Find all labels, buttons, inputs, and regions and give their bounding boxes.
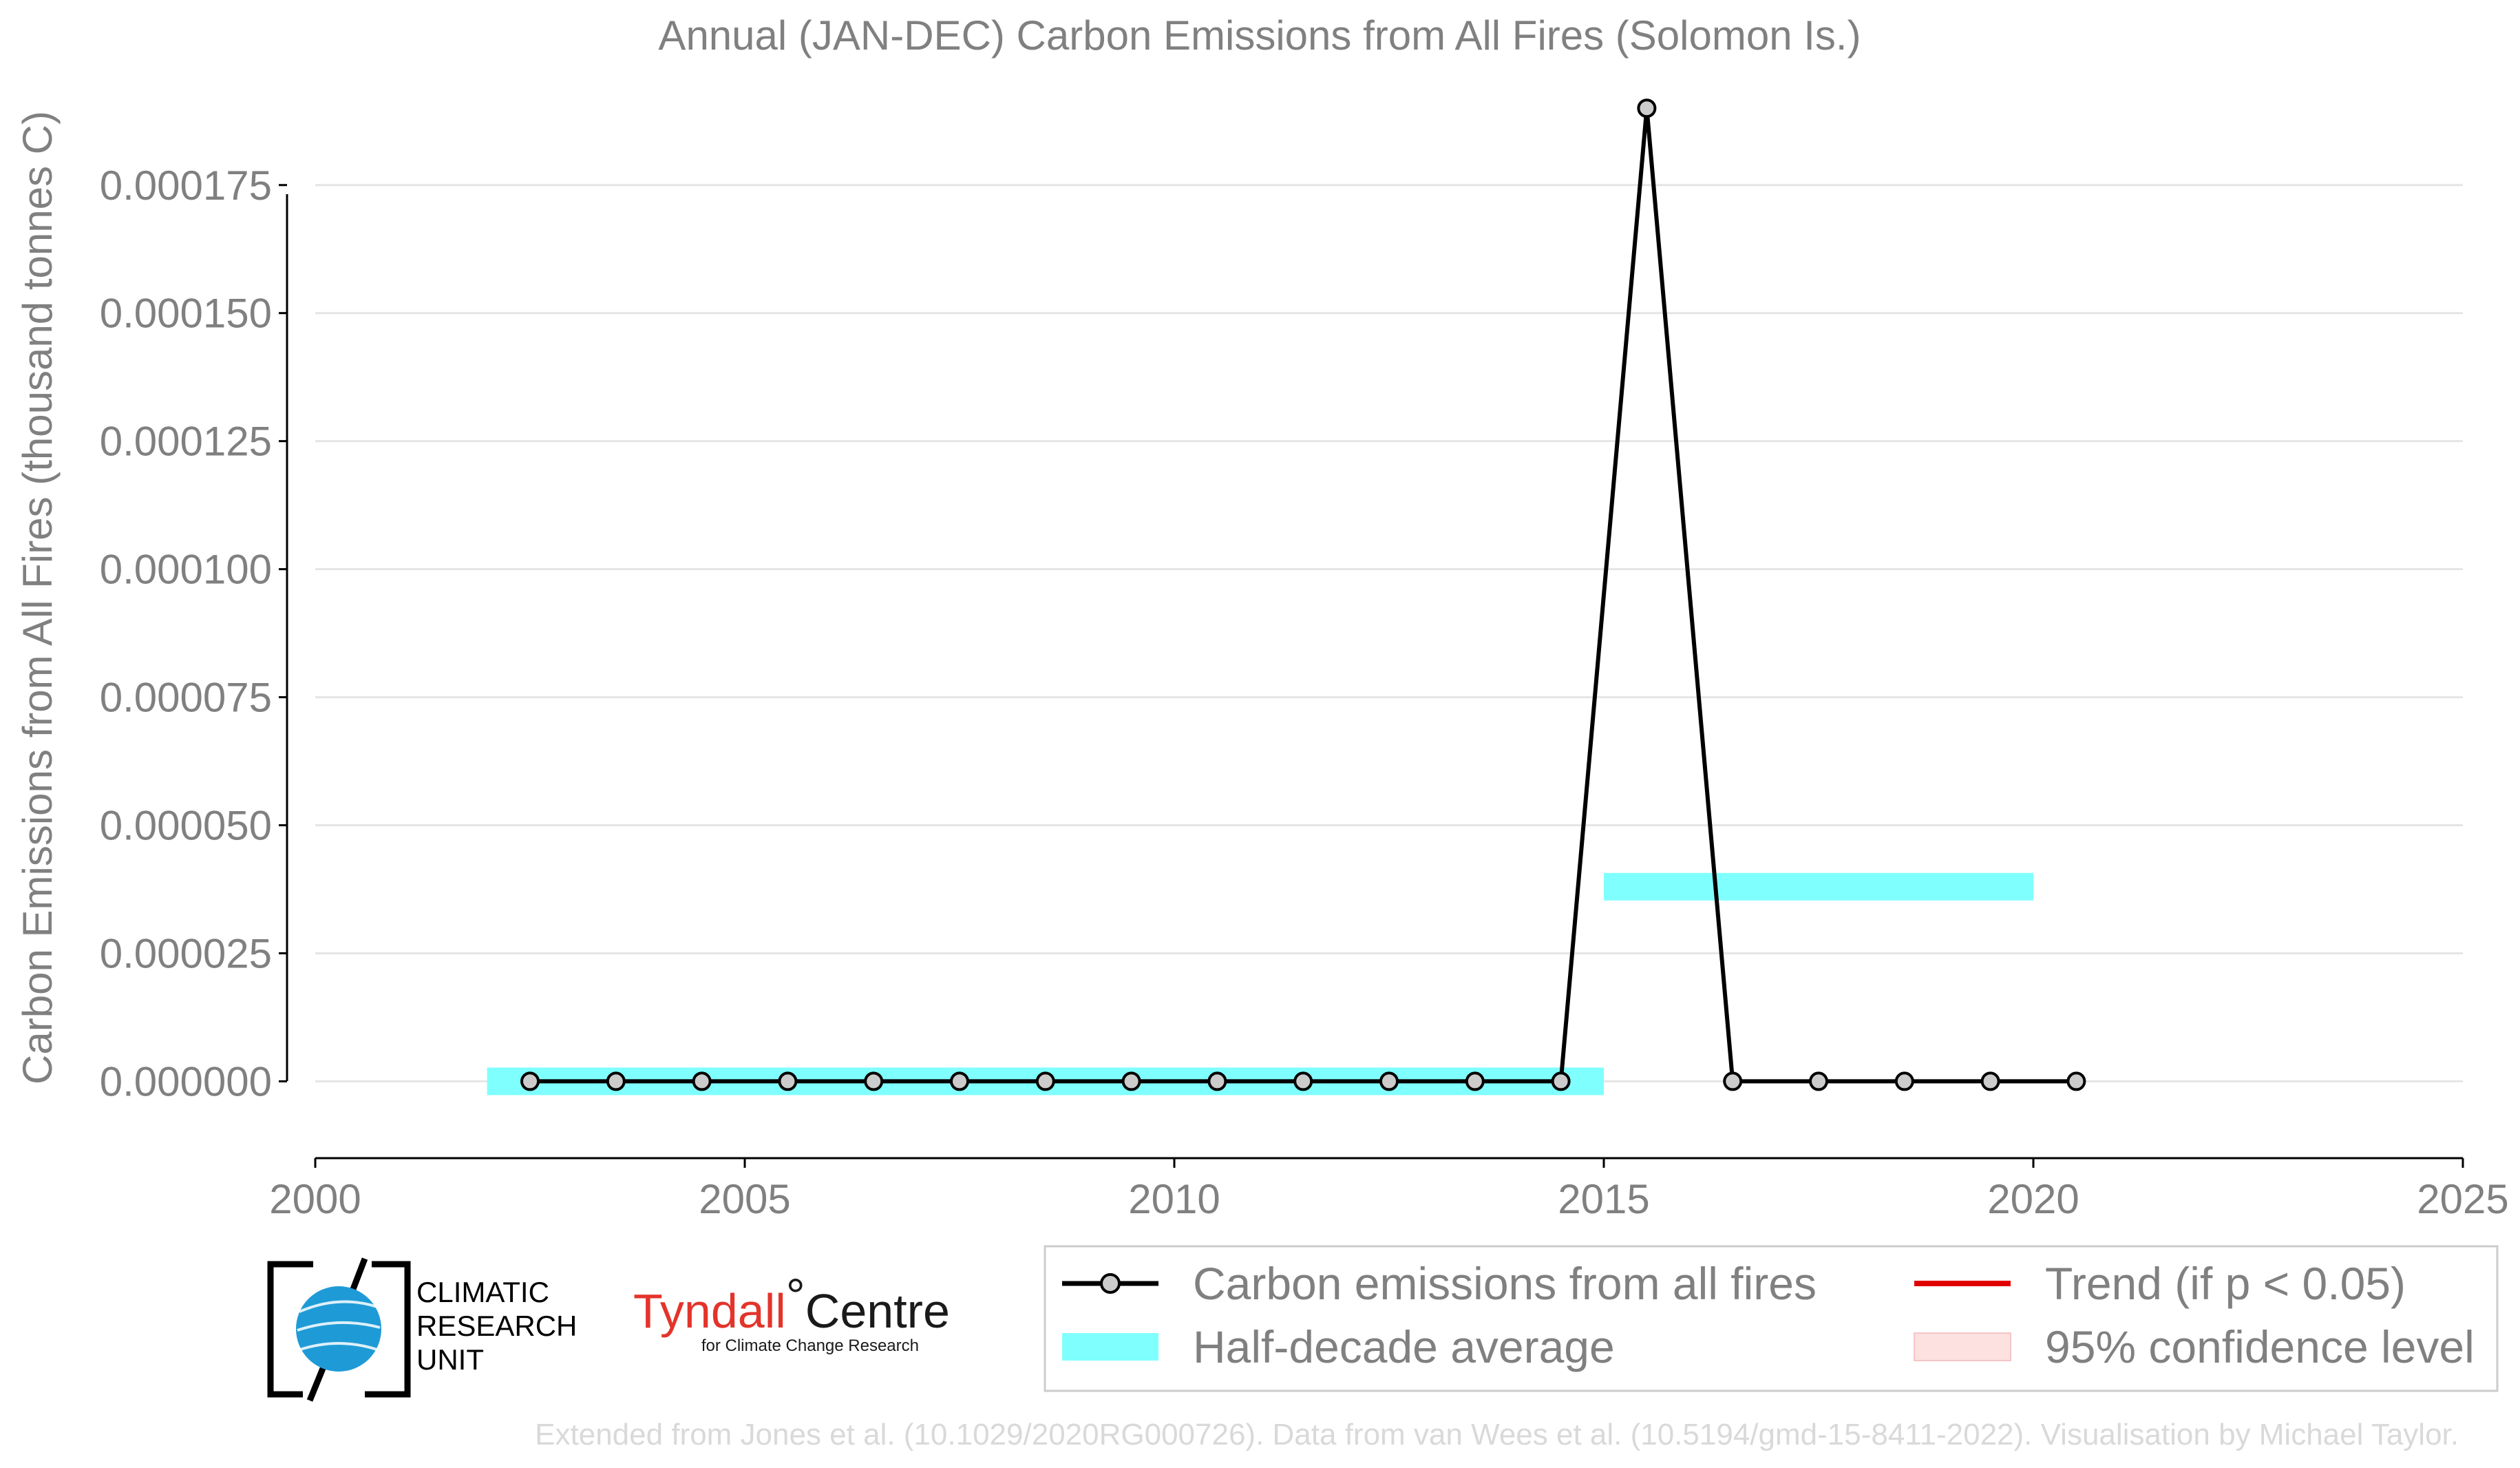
gridlines xyxy=(315,184,2463,1082)
emissions-point xyxy=(2066,1071,2086,1091)
emissions-point xyxy=(1637,98,1657,118)
legend-frame xyxy=(1044,1245,2499,1392)
y-tick-label: 0.000100 xyxy=(100,547,272,593)
cru-line-3: UNIT xyxy=(416,1343,484,1376)
legend-swatch-emissions-marker xyxy=(1100,1273,1121,1294)
tyndall-name-part1: Tyndall xyxy=(633,1284,786,1338)
emissions-point xyxy=(1465,1071,1485,1091)
legend-swatch-confidence xyxy=(1914,1332,2011,1361)
y-tick-label: 0.000150 xyxy=(100,291,272,337)
emissions-point xyxy=(1894,1071,1914,1091)
x-tick-label: 2020 xyxy=(1987,1176,2079,1222)
x-tick-label: 2010 xyxy=(1128,1176,1220,1222)
globe-icon xyxy=(296,1286,381,1372)
y-tick-label: 0.000000 xyxy=(100,1058,272,1104)
cru-line-2: RESEARCH xyxy=(416,1310,577,1342)
tyndall-degree: ° xyxy=(786,1269,805,1323)
tyndall-logo: Tyndall°Centre for Climate Change Resear… xyxy=(633,1269,950,1355)
chart-title: Annual (JAN-DEC) Carbon Emissions from A… xyxy=(658,12,1861,59)
emissions-point xyxy=(606,1071,626,1091)
cru-logo: CLIMATIC RESEARCH UNIT xyxy=(267,1257,577,1402)
legend-label-trend: Trend (if p < 0.05) xyxy=(2045,1258,2406,1309)
x-tick-label: 2025 xyxy=(2417,1176,2508,1222)
y-tick-label: 0.000050 xyxy=(100,803,272,849)
svg-text:Tyndall°Centre: Tyndall°Centre xyxy=(633,1269,950,1338)
legend: Carbon emissions from all fires Half-dec… xyxy=(1044,1245,2499,1392)
emissions-line xyxy=(530,107,2077,1084)
footer-credit: Extended from Jones et al. (10.1029/2020… xyxy=(535,1418,2459,1451)
x-ticks: 2000 2005 2010 2015 2020 2025 xyxy=(269,1158,2509,1222)
y-tick-label: 0.000075 xyxy=(100,675,272,721)
cru-logo-slash-top xyxy=(348,1257,368,1296)
tyndall-subtitle: for Climate Change Research xyxy=(701,1336,919,1355)
x-tick-label: 2000 xyxy=(269,1176,361,1222)
emissions-point xyxy=(692,1071,712,1091)
emissions-point xyxy=(950,1071,969,1091)
y-tick-label: 0.000125 xyxy=(100,419,272,465)
y-ticks: 0.000000 0.000025 0.000050 0.000075 0.000100… xyxy=(100,162,287,1104)
emissions-point xyxy=(1809,1071,1828,1091)
cru-logo-slash-bottom xyxy=(306,1365,327,1402)
emissions-point xyxy=(1723,1071,1743,1091)
emissions-point xyxy=(1379,1071,1399,1091)
legend-label-emissions: Carbon emissions from all fires xyxy=(1193,1258,1817,1309)
half-decade-bars xyxy=(487,872,2033,1095)
globe-lines xyxy=(297,1300,381,1351)
cru-line-1: CLIMATIC xyxy=(416,1276,549,1308)
legend-label-half-decade: Half-decade average xyxy=(1193,1321,1615,1372)
half-decade-bar xyxy=(1604,872,2033,901)
y-tick-label: 0.000175 xyxy=(100,162,272,209)
emissions-point xyxy=(1121,1071,1141,1091)
emissions-point xyxy=(864,1071,884,1091)
y-axis-label: Carbon Emissions from All Fires (thousan… xyxy=(14,111,61,1084)
emissions-point xyxy=(1207,1071,1227,1091)
emissions-point xyxy=(520,1071,540,1091)
emissions-point xyxy=(1293,1071,1313,1091)
legend-label-confidence: 95% confidence level xyxy=(2045,1321,2475,1372)
emissions-point xyxy=(778,1071,798,1091)
cru-logo-frame xyxy=(267,1261,411,1398)
x-tick-label: 2005 xyxy=(699,1176,790,1222)
legend-swatch-half-decade xyxy=(1062,1333,1158,1361)
series-layer xyxy=(520,98,2086,1091)
x-tick-label: 2015 xyxy=(1558,1176,1649,1222)
y-tick-label: 0.000025 xyxy=(100,930,272,976)
emissions-point xyxy=(1980,1071,2000,1091)
tyndall-name-part2: Centre xyxy=(805,1284,950,1338)
emissions-point xyxy=(1035,1071,1055,1091)
emissions-point xyxy=(1551,1071,1571,1091)
